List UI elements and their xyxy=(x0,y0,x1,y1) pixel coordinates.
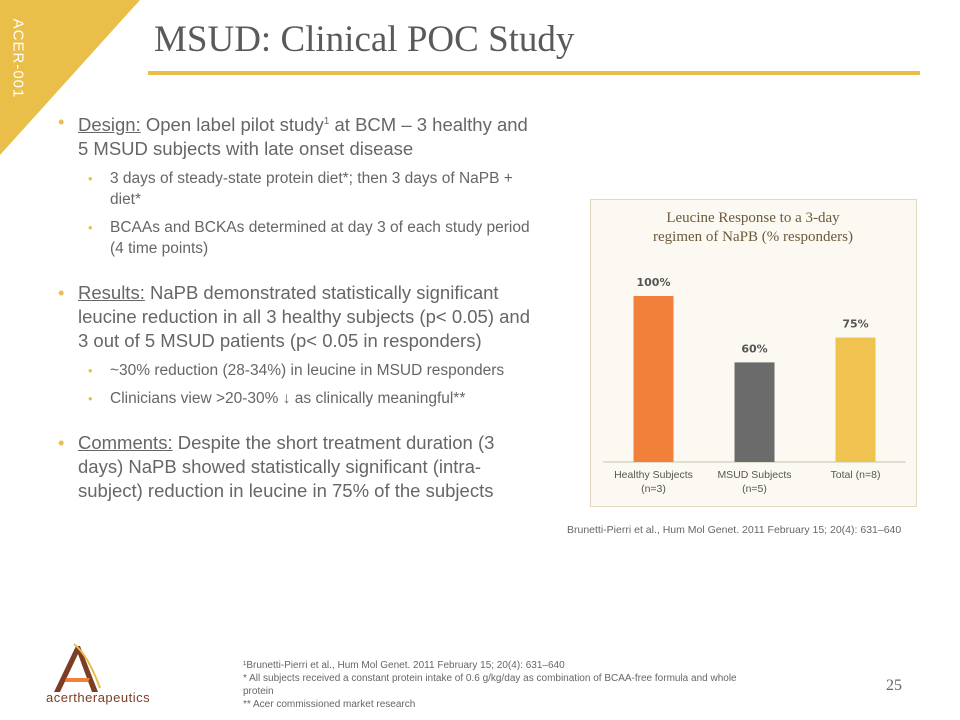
x-tick-label: (n=3) xyxy=(641,483,666,495)
x-tick-label: (n=5) xyxy=(742,483,767,495)
corner-tag: ACER-001 xyxy=(9,18,27,99)
bar-data-label: 100% xyxy=(637,276,671,289)
results-sub-bullet: ~30% reduction (28-34%) in leucine in MS… xyxy=(88,360,538,381)
footnote-2: * All subjects received a constant prote… xyxy=(243,673,737,697)
chart-citation: Brunetti-Pierri et al., Hum Mol Genet. 2… xyxy=(567,524,902,536)
x-tick-label: Healthy Subjects xyxy=(614,469,693,481)
bar xyxy=(835,337,876,462)
design-footnote-ref: 1 xyxy=(323,116,330,127)
page-title: MSUD: Clinical POC Study xyxy=(154,19,575,60)
bar-data-label: 75% xyxy=(842,318,868,331)
design-sub-bullet: 3 days of steady-state protein diet*; th… xyxy=(88,168,538,210)
chart-title-line: regimen of NaPB (% responders) xyxy=(653,229,853,245)
comments-label: Comments: xyxy=(78,432,173,454)
comments-bullet: Comments: Despite the short treatment du… xyxy=(58,431,538,503)
comments-text: Despite the short treatment duration (3 … xyxy=(78,432,495,502)
acer-logo-icon xyxy=(54,643,101,692)
bar xyxy=(633,296,674,462)
bar xyxy=(734,362,775,462)
footnote-1: ¹Brunetti-Pierri et al., Hum Mol Genet. … xyxy=(243,660,565,671)
bar-data-label: 60% xyxy=(741,342,767,355)
page-number: 25 xyxy=(886,677,902,694)
logo-wordmark: acertherapeutics xyxy=(46,690,151,705)
chart-canvas: Leucine Response to a 3-day regimen of Na… xyxy=(603,210,906,495)
results-label: Results: xyxy=(78,282,145,304)
slide-content: Design: Open label pilot study1 at BCM –… xyxy=(58,110,538,503)
leucine-response-chart: Leucine Response to a 3-day regimen of Na… xyxy=(590,199,917,507)
design-text: Open label pilot study xyxy=(140,114,324,136)
footnote-3: ** Acer commissioned market research xyxy=(243,699,416,710)
title-rule xyxy=(148,71,920,75)
design-label: Design: xyxy=(78,114,141,136)
x-tick-label: Total (n=8) xyxy=(831,469,881,481)
design-sub-bullet: BCAAs and BCKAs determined at day 3 of e… xyxy=(88,217,538,259)
results-text: NaPB demonstrated statistically signific… xyxy=(78,282,530,352)
footnotes: ¹Brunetti-Pierri et al., Hum Mol Genet. … xyxy=(243,659,763,711)
chart-title-line: Leucine Response to a 3-day xyxy=(666,210,840,226)
corner-ribbon xyxy=(0,0,140,155)
results-bullet: Results: NaPB demonstrated statistically… xyxy=(58,281,538,353)
design-text-cont: at BCM – 3 healthy and 5 MSUD subjects w… xyxy=(78,114,528,160)
x-tick-label: MSUD Subjects xyxy=(717,469,791,481)
design-bullet: Design: Open label pilot study1 at BCM –… xyxy=(58,110,538,161)
results-sub-bullet: Clinicians view >20-30% ↓ as clinically … xyxy=(88,388,538,409)
